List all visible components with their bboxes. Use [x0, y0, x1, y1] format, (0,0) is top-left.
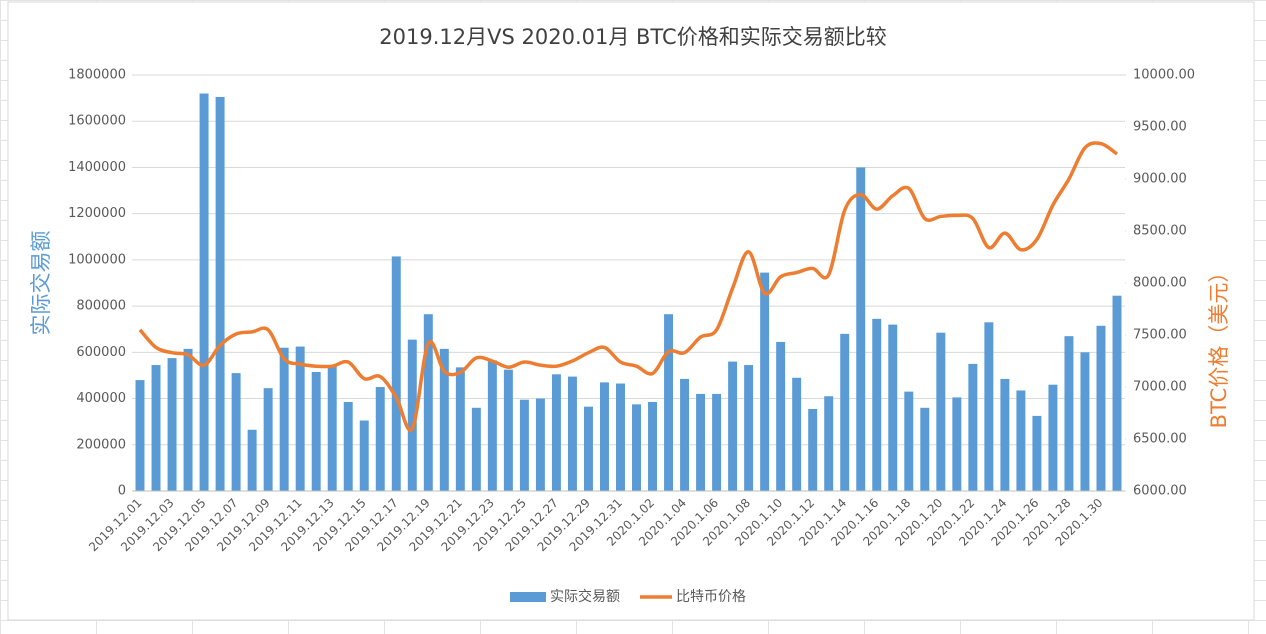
bar: [359, 420, 369, 491]
bar: [167, 358, 177, 491]
y2-tick-label: 8500.00: [1133, 224, 1187, 239]
bar: [952, 397, 962, 491]
bar: [792, 377, 802, 491]
y-tick-label: 1000000: [68, 252, 126, 267]
bar: [808, 408, 818, 491]
bar: [199, 93, 209, 491]
bar: [343, 402, 353, 491]
bar: [519, 399, 529, 491]
bar: [215, 96, 225, 491]
legend-label: 实际交易额: [550, 588, 620, 605]
bar: [776, 341, 786, 491]
legend-swatch: [510, 592, 546, 602]
bar: [760, 272, 770, 491]
bar: [824, 396, 834, 491]
bar: [279, 347, 289, 491]
y-tick-label: 600000: [76, 345, 126, 360]
y-tick-label: 200000: [76, 437, 126, 452]
y-tick-label: 1400000: [68, 160, 126, 175]
bar: [920, 407, 930, 491]
y2-tick-label: 9500.00: [1133, 120, 1187, 135]
bar: [135, 380, 145, 491]
bar: [487, 360, 497, 491]
y2-tick-label: 6000.00: [1133, 484, 1187, 499]
bar: [567, 376, 577, 491]
bar: [1016, 390, 1026, 491]
bar: [632, 404, 641, 491]
y2-tick-label: 10000.00: [1133, 68, 1195, 83]
y2-axis-title: BTC价格（美元）: [1207, 262, 1231, 429]
bar: [295, 346, 305, 491]
bar: [455, 367, 465, 491]
bar: [407, 339, 417, 491]
y-tick-label: 400000: [76, 391, 126, 406]
legend-label: 比特币价格: [676, 589, 746, 605]
y2-tick-label: 7000.00: [1133, 380, 1187, 395]
y-axis-title: 实际交易额: [29, 231, 53, 336]
bar: [391, 256, 401, 491]
y-tick-label: 1800000: [68, 68, 126, 83]
bar: [439, 348, 449, 491]
chart-title: 2019.12月VS 2020.01月 BTC价格和实际交易额比较: [379, 25, 886, 49]
bar: [968, 363, 978, 491]
y2-tick-label: 8000.00: [1133, 276, 1187, 291]
bar: [151, 365, 161, 491]
bar: [888, 324, 898, 491]
y-tick-label: 1600000: [68, 114, 126, 129]
bar: [744, 365, 754, 491]
bar: [471, 407, 481, 491]
bar: [728, 361, 738, 491]
y-tick-label: 800000: [76, 299, 126, 314]
bar: [583, 406, 593, 491]
bar: [840, 333, 850, 491]
bar: [1080, 352, 1090, 491]
y2-tick-label: 7500.00: [1133, 328, 1187, 343]
bar: [311, 371, 321, 491]
bar: [263, 388, 273, 491]
bar: [1096, 325, 1106, 491]
bar: [599, 382, 609, 491]
price-line: [138, 141, 1119, 432]
bar: [247, 429, 257, 491]
bar: [984, 322, 994, 491]
bar: [231, 373, 241, 491]
bar: [664, 314, 674, 491]
bar: [680, 378, 690, 491]
bar: [872, 318, 882, 491]
y-tick-label: 0: [118, 484, 126, 499]
bar: [183, 348, 193, 491]
bar: [696, 393, 706, 491]
y2-tick-label: 6500.00: [1133, 432, 1187, 447]
bar: [936, 332, 946, 491]
y-tick-label: 1200000: [68, 206, 126, 221]
bar: [327, 365, 337, 491]
bar: [1000, 378, 1010, 491]
bar: [423, 314, 433, 491]
bar: [551, 374, 561, 491]
bar: [1064, 336, 1074, 491]
bar: [648, 402, 658, 491]
bar: [1048, 384, 1058, 491]
bar: [712, 393, 722, 491]
bar: [503, 369, 513, 491]
bar: [375, 387, 385, 491]
y2-tick-label: 9000.00: [1133, 172, 1187, 187]
bar: [1112, 295, 1122, 491]
bar: [856, 167, 866, 491]
bar: [616, 383, 625, 491]
bar: [1032, 415, 1042, 491]
bar: [535, 398, 545, 491]
bar: [904, 391, 914, 491]
